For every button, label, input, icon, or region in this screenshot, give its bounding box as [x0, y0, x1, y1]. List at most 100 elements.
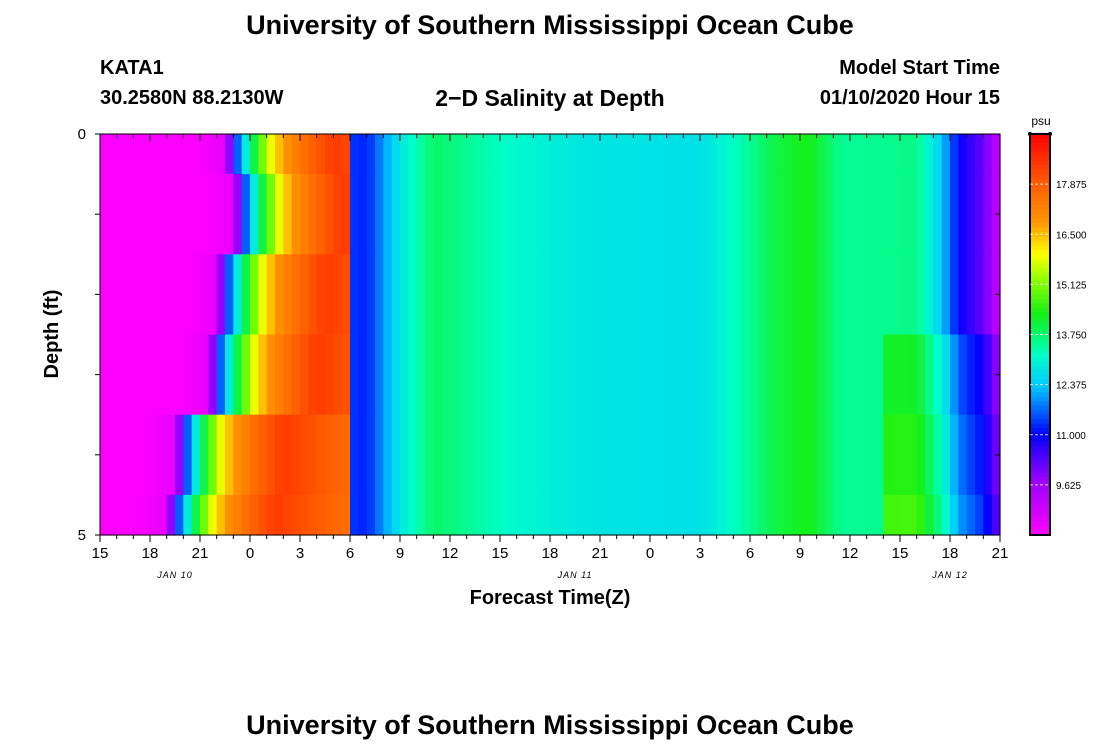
heatmap-cell — [916, 334, 926, 416]
heatmap-cell — [883, 494, 893, 536]
heatmap-cell — [941, 414, 951, 496]
heatmap-cell — [283, 414, 293, 496]
heatmap-cell — [708, 254, 718, 336]
colorbar-segment — [1030, 338, 1050, 345]
heatmap-cell — [833, 174, 843, 255]
heatmap-cell — [175, 414, 184, 496]
heatmap-cell — [475, 414, 484, 496]
heatmap-cell — [950, 494, 959, 536]
heatmap-cell — [258, 134, 268, 175]
heatmap-cell — [591, 414, 601, 496]
heatmap-cell — [458, 174, 468, 255]
heatmap-cell — [433, 334, 443, 416]
heatmap-cell — [191, 254, 201, 336]
heatmap-cell — [966, 134, 976, 175]
heatmap-cell — [783, 174, 793, 255]
heatmap-cell — [916, 414, 926, 496]
heatmap-cell — [683, 414, 693, 496]
heatmap-cell — [166, 494, 176, 536]
heatmap-cell — [333, 134, 343, 175]
heatmap-cell — [908, 254, 918, 336]
heatmap-cell — [900, 494, 909, 536]
heatmap-cell — [458, 494, 468, 536]
heatmap-cell — [108, 414, 118, 496]
heatmap-cell — [975, 174, 984, 255]
heatmap-cell — [775, 334, 784, 416]
heatmap-cell — [400, 494, 409, 536]
heatmap-cell — [875, 174, 884, 255]
heatmap-cell — [758, 334, 768, 416]
colorbar-segment — [1030, 289, 1050, 295]
heatmap-cell — [658, 494, 668, 536]
heatmap-cell — [166, 334, 176, 416]
heatmap-cell — [875, 334, 884, 416]
heatmap-cell — [708, 174, 718, 255]
heatmap-cell — [183, 414, 193, 496]
colorbar-tick-label: 15.125 — [1056, 280, 1087, 291]
colorbar-segment — [1030, 330, 1050, 336]
heatmap-cell — [816, 414, 826, 496]
heatmap-cell — [958, 134, 968, 175]
heatmap-cell — [741, 254, 751, 336]
heatmap-cell — [583, 334, 593, 416]
heatmap-cell — [575, 134, 584, 175]
heatmap-cell — [841, 254, 851, 336]
heatmap-cell — [391, 334, 401, 416]
heatmap-cell — [733, 494, 743, 536]
heatmap-cell — [275, 254, 284, 336]
colorbar-segment — [1030, 454, 1050, 460]
heatmap-cell — [266, 494, 276, 536]
heatmap-cell — [133, 254, 143, 336]
colorbar-tick-label: 17.875 — [1056, 180, 1087, 191]
page-footer-title: University of Southern Mississippi Ocean… — [246, 710, 854, 740]
colorbar-segment — [1030, 147, 1050, 153]
colorbar-segment — [1030, 428, 1050, 434]
heatmap-cell — [450, 334, 459, 416]
colorbar-segment — [1030, 379, 1050, 385]
heatmap-cell — [675, 414, 684, 496]
heatmap-cell — [258, 494, 268, 536]
heatmap-cell — [733, 134, 743, 175]
heatmap-cell — [850, 494, 859, 536]
heatmap-cell — [700, 174, 709, 255]
heatmap-cell — [383, 174, 393, 255]
heatmap-cell — [550, 494, 559, 536]
heatmap-cell — [300, 254, 309, 336]
heatmap-cell — [133, 134, 143, 175]
heatmap-cell — [100, 334, 109, 416]
heatmap-cell — [416, 414, 426, 496]
heatmap-cell — [825, 334, 834, 416]
colorbar-tick-label: 11.000 — [1056, 431, 1086, 442]
heatmap-cell — [208, 494, 218, 536]
heatmap-cell — [841, 174, 851, 255]
heatmap-cell — [958, 414, 968, 496]
heatmap-cell — [891, 414, 901, 496]
colorbar-segment — [1030, 441, 1050, 447]
heatmap-cell — [941, 174, 951, 255]
colorbar-segment — [1030, 214, 1050, 220]
heatmap-cell — [108, 174, 118, 255]
heatmap-cell — [625, 174, 634, 255]
heatmap-cell — [725, 174, 734, 255]
heatmap-cell — [283, 334, 293, 416]
colorbar-segment — [1030, 468, 1050, 474]
heatmap-cell — [641, 494, 651, 536]
heatmap-cell — [316, 334, 326, 416]
heatmap-cell — [925, 134, 934, 175]
colorbar-segment — [1030, 298, 1050, 304]
heatmap-cell — [983, 174, 993, 255]
heatmap-cell — [925, 414, 934, 496]
heatmap-cell — [291, 334, 301, 416]
heatmap-cell — [591, 254, 601, 336]
heatmap-cell — [725, 494, 734, 536]
heatmap-cell — [375, 254, 384, 336]
heatmap-cell — [458, 254, 468, 336]
heatmap-cell — [900, 254, 909, 336]
colorbar-segment — [1030, 387, 1050, 394]
heatmap-cell — [533, 494, 543, 536]
heatmap-cell — [833, 334, 843, 416]
heatmap-cell — [350, 174, 359, 255]
heatmap-cell — [908, 134, 918, 175]
heatmap-cell — [583, 494, 593, 536]
x-tick-label: 0 — [246, 545, 254, 562]
